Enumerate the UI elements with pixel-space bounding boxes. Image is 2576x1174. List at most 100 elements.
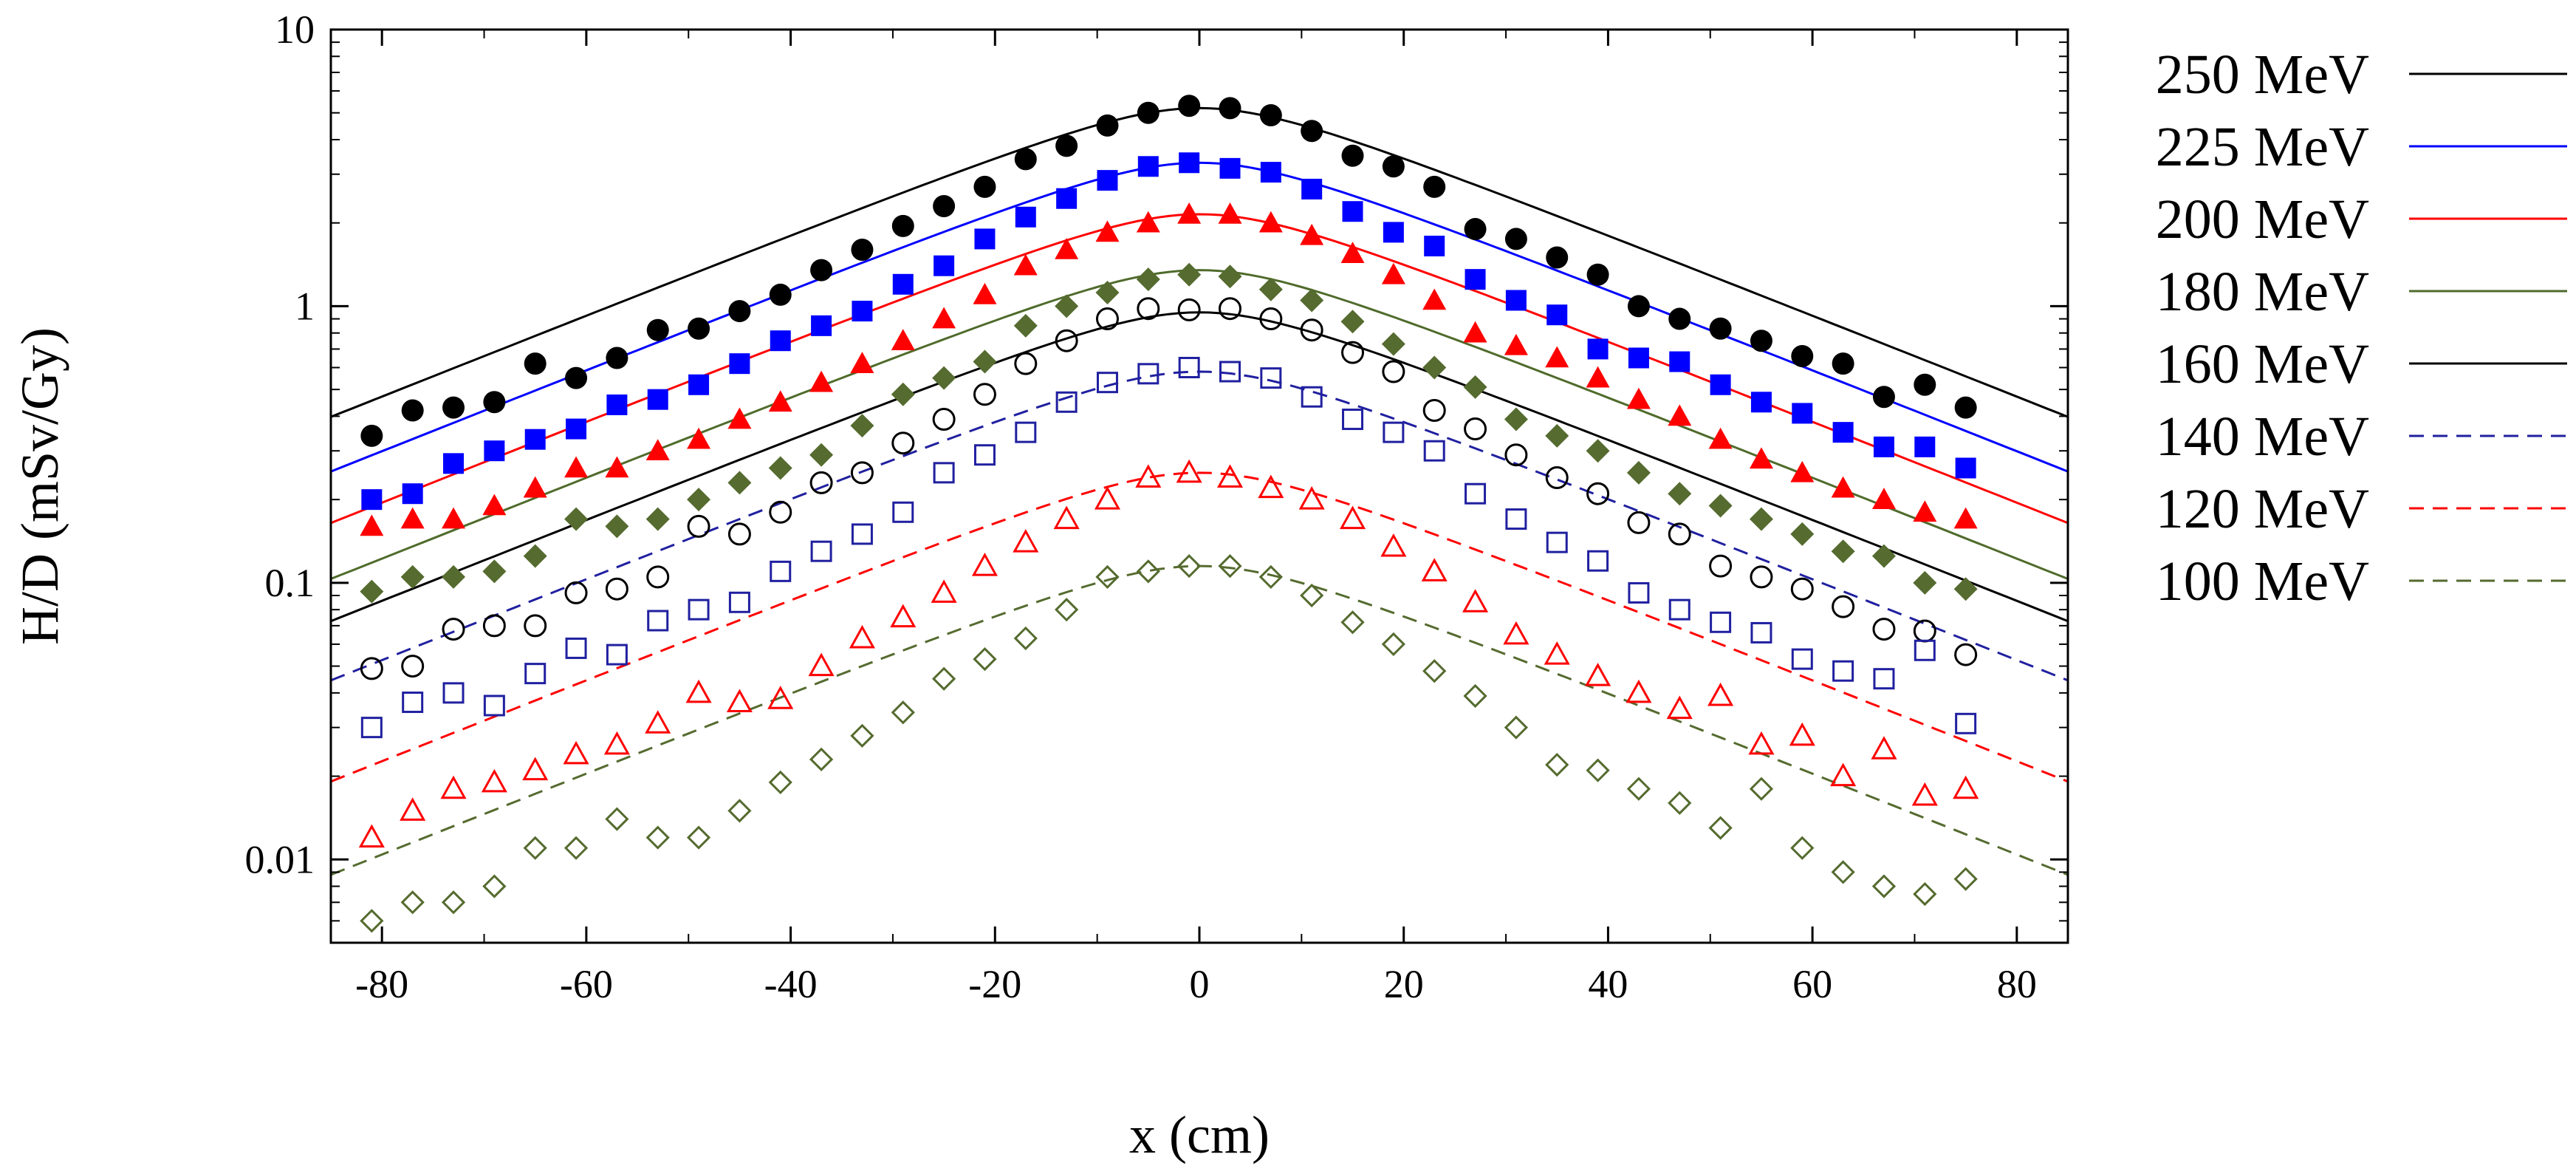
data-point bbox=[1710, 611, 1732, 633]
data-point bbox=[811, 315, 832, 336]
data-point bbox=[402, 483, 423, 505]
data-point bbox=[1055, 238, 1079, 259]
data-point bbox=[1013, 313, 1038, 338]
data-point bbox=[1790, 460, 1815, 482]
data-point bbox=[850, 414, 874, 438]
data-point bbox=[1626, 679, 1652, 703]
data-point bbox=[442, 564, 466, 589]
data-point bbox=[1668, 482, 1692, 506]
data-point bbox=[1790, 836, 1815, 860]
data-point bbox=[1954, 643, 1978, 666]
data-point bbox=[809, 747, 834, 771]
data-point bbox=[971, 553, 998, 576]
data-point bbox=[769, 283, 792, 306]
data-point bbox=[646, 318, 669, 341]
data-point bbox=[1381, 262, 1405, 284]
data-point bbox=[1544, 641, 1570, 665]
data-point bbox=[1749, 507, 1773, 531]
data-point bbox=[891, 700, 915, 725]
data-point bbox=[1014, 352, 1038, 375]
data-point bbox=[1831, 476, 1855, 498]
y-tick-label: 10 bbox=[275, 7, 315, 52]
data-point bbox=[768, 770, 792, 795]
data-point bbox=[1382, 155, 1405, 178]
data-point bbox=[934, 255, 955, 276]
data-point bbox=[1177, 554, 1202, 579]
data-point bbox=[1178, 95, 1201, 117]
data-point bbox=[1177, 298, 1201, 321]
data-point bbox=[1626, 460, 1651, 485]
data-point bbox=[687, 514, 710, 538]
series-160-mev bbox=[360, 297, 1978, 680]
data-point bbox=[481, 768, 507, 793]
data-point bbox=[1871, 488, 1896, 509]
data-point bbox=[482, 614, 506, 638]
data-point bbox=[851, 523, 873, 545]
series-180-mev bbox=[360, 262, 1978, 604]
data-point bbox=[850, 723, 874, 748]
data-point bbox=[1503, 621, 1530, 645]
data-point bbox=[645, 710, 671, 734]
data-point bbox=[808, 652, 835, 677]
data-point bbox=[400, 507, 425, 529]
data-point bbox=[1545, 752, 1569, 777]
legend-label: 120 MeV bbox=[2156, 478, 2369, 540]
data-point bbox=[688, 374, 710, 395]
data-point bbox=[360, 657, 383, 680]
series-140-mev bbox=[360, 356, 1977, 739]
data-point bbox=[1789, 722, 1815, 746]
data-point bbox=[1873, 436, 1894, 457]
data-point bbox=[1953, 775, 1979, 799]
data-point bbox=[1421, 558, 1448, 581]
data-point bbox=[1586, 366, 1610, 388]
data-point bbox=[566, 418, 587, 440]
data-point bbox=[1300, 288, 1324, 313]
data-point bbox=[973, 175, 996, 198]
data-point bbox=[1423, 440, 1445, 462]
curve-120-mev bbox=[331, 471, 2068, 783]
data-point bbox=[1258, 474, 1284, 499]
data-point bbox=[1298, 486, 1325, 510]
data-point bbox=[1219, 157, 1241, 179]
data-point bbox=[563, 740, 589, 765]
data-point bbox=[482, 494, 507, 516]
data-point bbox=[1097, 170, 1118, 191]
data-point bbox=[1792, 403, 1813, 424]
data-point bbox=[1340, 610, 1365, 635]
data-point bbox=[851, 239, 874, 262]
data-point bbox=[932, 408, 956, 431]
data-point bbox=[1708, 427, 1733, 449]
data-point bbox=[728, 591, 750, 613]
data-point bbox=[441, 890, 466, 915]
data-point bbox=[1749, 447, 1773, 469]
data-point bbox=[1914, 436, 1936, 457]
data-point bbox=[729, 353, 750, 375]
data-point bbox=[973, 383, 996, 406]
data-point bbox=[1013, 253, 1038, 276]
y-axis-ticks: 0.01 0.1 1 10 bbox=[245, 7, 2068, 943]
data-point bbox=[1587, 338, 1609, 360]
legend-item: 180 MeV bbox=[2156, 261, 2567, 323]
data-point bbox=[1708, 494, 1733, 518]
data-point bbox=[361, 489, 383, 511]
legend-label: 200 MeV bbox=[2156, 188, 2369, 250]
data-point bbox=[1464, 417, 1487, 441]
data-point bbox=[1177, 202, 1202, 224]
x-tick-label: -20 bbox=[968, 962, 1021, 1006]
data-point bbox=[933, 462, 955, 484]
data-point bbox=[1954, 396, 1977, 419]
data-point bbox=[1669, 351, 1690, 372]
data-point bbox=[1095, 564, 1120, 590]
data-point bbox=[1545, 465, 1569, 489]
data-point bbox=[1832, 660, 1854, 682]
data-point bbox=[727, 471, 752, 495]
data-markers bbox=[358, 95, 1979, 933]
data-point bbox=[402, 692, 424, 714]
data-point bbox=[1914, 639, 1936, 661]
x-tick-label: 40 bbox=[1588, 962, 1628, 1006]
data-point bbox=[1953, 577, 1978, 601]
y-tick-label: 0.1 bbox=[265, 561, 315, 605]
data-point bbox=[1381, 632, 1405, 657]
data-point bbox=[973, 444, 996, 466]
x-tick-label: 60 bbox=[1792, 962, 1832, 1006]
